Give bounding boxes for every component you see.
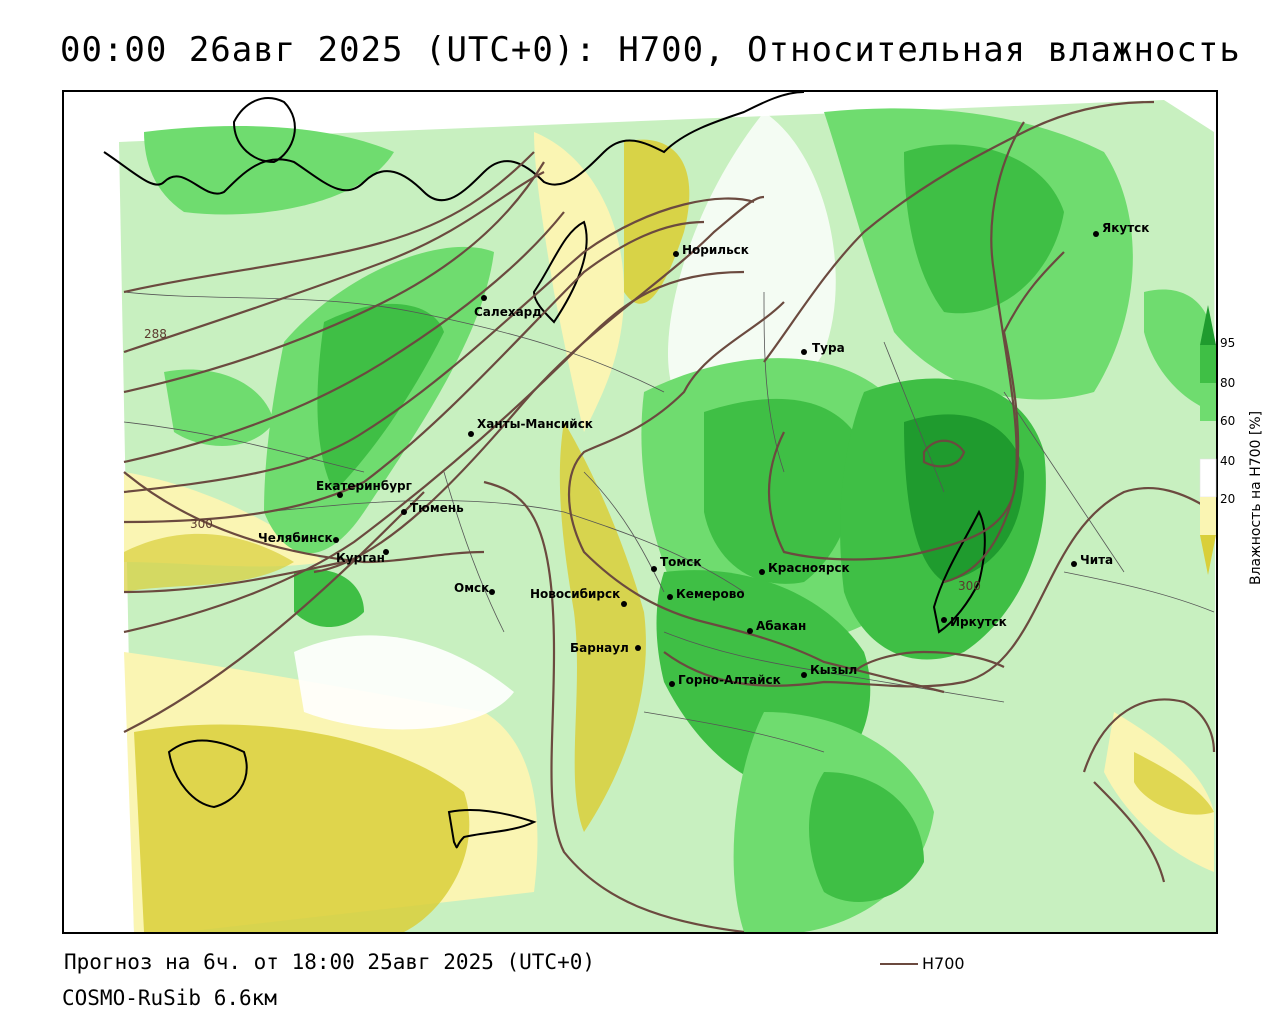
contour-legend-line [880,962,918,965]
city-label: Кызыл [810,663,857,677]
city-marker[interactable]: Челябинск [258,531,339,545]
contour-label: 300 [190,517,213,531]
city-label: Томск [660,555,702,569]
city-label: Якутск [1102,221,1149,235]
contour-line [123,171,545,354]
city-marker[interactable]: Кызыл [801,663,857,678]
contour-line [922,439,966,468]
contour-line [313,195,765,574]
city-label: Иркутск [950,615,1007,629]
contour-label: 300 [958,579,981,593]
color-legend: 95 80 60 40 20 [1198,305,1268,595]
city-markers: Якутск Норильск Салехард Тура Ханты-Манс… [258,221,1149,687]
city-marker[interactable]: Красноярск [759,561,850,575]
city-marker[interactable]: Новосибирск [530,587,627,607]
legend-arrow-bottom [1200,535,1216,575]
lake-balkhash-region [167,739,248,809]
city-label: Салехард [474,305,542,319]
city-marker[interactable]: Курган [336,549,389,565]
model-name: COSMO-RuSib 6.6км [62,986,277,1010]
dry-band-central [559,422,646,832]
contour-line [123,161,545,394]
legend-tick: 60 [1220,414,1235,428]
contour-line [943,251,1065,584]
city-marker[interactable]: Ханты-Мансийск [468,417,593,437]
city-marker[interactable]: Норильск [673,243,749,257]
contour-line [123,211,565,464]
city-marker[interactable]: Тюмень [401,501,464,515]
city-marker[interactable]: Иркутск [941,615,1007,629]
city-marker[interactable]: Омск [454,581,495,595]
city-label: Абакан [756,619,806,633]
city-marker[interactable]: Якутск [1093,221,1149,237]
contour-line [568,301,945,694]
map-area[interactable]: 288 300 300 Якутск Норильск Салехард Тур… [62,90,1218,934]
city-marker[interactable]: Екатеринбург [316,479,412,498]
contour-line [123,197,755,494]
city-label: Курган [336,551,385,565]
city-label: Красноярск [768,561,850,575]
city-marker[interactable]: Чита [1071,553,1113,567]
legend-swatch [1200,497,1216,535]
city-label: Кемерово [676,587,745,601]
city-label: Барнаул [570,641,629,655]
legend-tick: 40 [1220,454,1235,468]
legend-swatch [1200,383,1216,421]
contour-line [763,100,1155,363]
city-label: Омск [454,581,489,595]
legend-tick: 95 [1220,336,1235,350]
contour-line [853,650,1005,673]
contour-line [123,471,485,564]
city-marker[interactable]: Тура [801,341,845,355]
city-label: Ханты-Мансийск [477,417,593,431]
legend-title: Влажность на H700 [%] [1248,410,1264,585]
city-marker[interactable]: Салехард [474,295,542,319]
humidity-map: 288 300 300 Якутск Норильск Салехард Тур… [64,92,1216,932]
city-marker[interactable]: Томск [651,555,702,572]
contour-line [1082,698,1216,773]
contour-line [483,480,745,932]
city-label: Екатеринбург [316,479,412,493]
city-label: Чита [1080,553,1113,567]
city-label: Челябинск [258,531,333,545]
h700-contours [123,100,1216,932]
contour-label: 288 [144,327,167,341]
contour-line [1093,781,1166,883]
city-label: Горно-Алтайск [678,673,781,687]
region-borders [123,291,1215,753]
arctic-coastline [103,92,805,202]
city-marker[interactable]: Кемерово [667,587,745,601]
dry-zone-southwest [134,724,470,932]
map-title: 00:00 26авг 2025 (UTC+0): H700, Относите… [60,30,1241,70]
contour-legend-label: H700 [922,954,965,973]
city-marker[interactable]: Горно-Алтайск [669,673,781,687]
legend-swatch [1200,345,1216,383]
legend-tick: 20 [1220,492,1235,506]
legend-arrow-top [1200,305,1216,345]
legend-swatch [1200,421,1216,459]
contour-line [123,220,705,524]
city-marker[interactable]: Абакан [747,619,806,634]
city-label: Тюмень [410,501,464,515]
city-marker[interactable]: Барнаул [570,641,641,655]
city-label: Норильск [682,243,749,257]
lake-baikal [932,509,986,634]
forecast-info: Прогноз на 6ч. от 18:00 25авг 2025 (UTC+… [64,950,596,974]
city-label: Тура [812,341,845,355]
contour-legend: H700 [880,954,965,973]
city-label: Новосибирск [530,587,620,601]
contour-line [767,121,1025,561]
legend-tick: 80 [1220,376,1235,390]
legend-swatch [1199,458,1217,498]
contour-line [123,151,535,294]
